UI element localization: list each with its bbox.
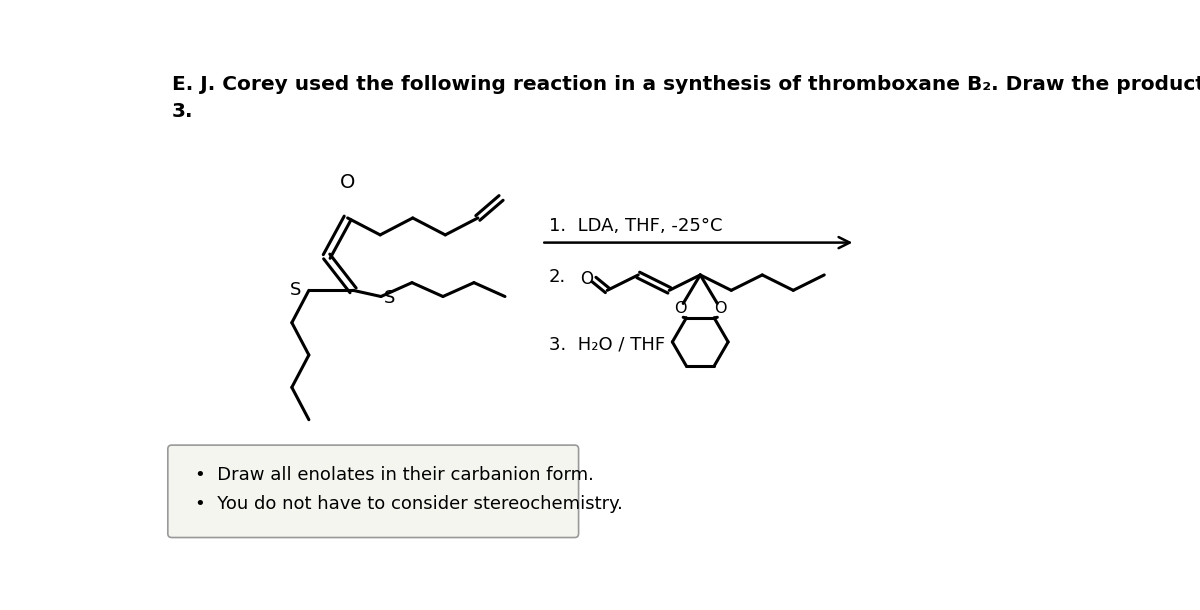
Text: S: S (384, 289, 396, 307)
Text: O: O (674, 301, 686, 317)
Text: O: O (714, 301, 727, 317)
Text: 3.: 3. (172, 102, 193, 121)
Text: S: S (289, 281, 301, 300)
Text: 2.: 2. (550, 268, 566, 286)
Text: E. J. Corey used the following reaction in a synthesis of thromboxane B₂. Draw t: E. J. Corey used the following reaction … (172, 75, 1200, 94)
Text: O: O (580, 270, 593, 288)
Text: 3.  H₂O / THF: 3. H₂O / THF (550, 336, 665, 353)
Text: O: O (340, 173, 355, 192)
Text: 1.  LDA, THF, -25°C: 1. LDA, THF, -25°C (550, 217, 722, 235)
FancyBboxPatch shape (168, 445, 578, 537)
Text: •  Draw all enolates in their carbanion form.: • Draw all enolates in their carbanion f… (194, 466, 594, 484)
Text: •  You do not have to consider stereochemistry.: • You do not have to consider stereochem… (194, 495, 623, 513)
